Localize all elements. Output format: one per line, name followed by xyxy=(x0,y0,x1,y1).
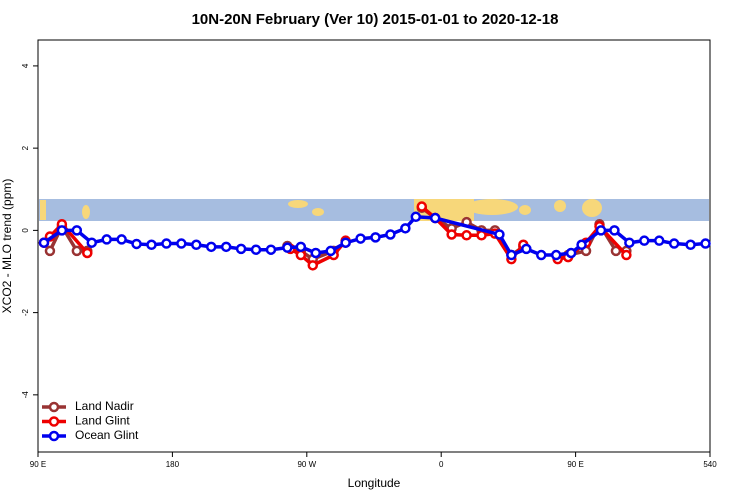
data-point xyxy=(494,229,505,240)
x-tick-label: 90 W xyxy=(297,460,316,469)
data-point xyxy=(624,237,635,248)
data-point xyxy=(550,249,562,261)
data-point xyxy=(506,249,517,261)
data-point xyxy=(44,245,56,257)
legend-marker xyxy=(48,416,60,427)
y-tick-label: 0 xyxy=(21,228,30,233)
data-point xyxy=(295,249,307,261)
data-point xyxy=(621,249,632,261)
data-point xyxy=(385,229,396,240)
data-point xyxy=(668,238,680,249)
y-axis-label: XCO2 - MLO trend (ppm) xyxy=(0,179,14,314)
data-point xyxy=(176,238,187,249)
data-point xyxy=(595,225,607,236)
data-point xyxy=(38,237,50,248)
x-tick-label: 90 E xyxy=(30,460,46,469)
data-point xyxy=(86,237,98,248)
data-point xyxy=(609,225,620,236)
x-tick-label: 90 E xyxy=(567,460,583,469)
data-point xyxy=(700,238,711,249)
data-point xyxy=(235,243,247,255)
data-point xyxy=(116,234,127,245)
x-tick-label: 0 xyxy=(439,460,444,469)
chart-title: 10N-20N February (Ver 10) 2015-01-01 to … xyxy=(192,11,559,28)
data-point xyxy=(576,239,587,251)
data-point xyxy=(131,238,142,250)
data-point xyxy=(282,242,293,253)
map-strip xyxy=(39,199,709,221)
data-point xyxy=(461,230,472,241)
legend-marker xyxy=(48,401,60,413)
data-point xyxy=(536,249,547,261)
data-point xyxy=(340,237,351,248)
x-tick-label: 180 xyxy=(166,460,180,469)
data-point xyxy=(370,232,381,243)
data-point xyxy=(295,241,307,253)
data-point xyxy=(521,243,532,255)
data-point xyxy=(205,241,217,253)
legend-label: Ocean Glint xyxy=(75,428,139,442)
data-point xyxy=(416,201,428,212)
data-point xyxy=(446,229,457,240)
data-point xyxy=(56,225,68,236)
data-point xyxy=(685,239,696,251)
legend-label: Land Nadir xyxy=(75,399,134,413)
data-point xyxy=(565,247,577,259)
legend-marker xyxy=(48,430,60,442)
data-point xyxy=(307,260,319,271)
y-tick-label: -2 xyxy=(21,309,30,317)
data-point xyxy=(410,211,422,223)
x-axis-label: Longitude xyxy=(348,476,401,490)
data-point xyxy=(82,247,93,259)
data-point xyxy=(476,230,487,241)
legend-label: Land Glint xyxy=(75,414,130,428)
data-point xyxy=(250,244,262,255)
data-point xyxy=(310,247,322,259)
data-point xyxy=(146,239,157,251)
data-point xyxy=(101,234,112,245)
data-point xyxy=(191,239,202,251)
data-point xyxy=(653,235,665,246)
data-point xyxy=(71,245,83,257)
data-point xyxy=(71,225,83,236)
data-point xyxy=(161,238,172,249)
y-tick-label: 2 xyxy=(21,145,30,150)
data-point xyxy=(325,245,336,257)
data-point xyxy=(400,223,411,234)
data-point xyxy=(429,212,441,224)
data-point xyxy=(610,245,622,257)
data-point xyxy=(355,233,366,244)
data-point xyxy=(265,244,277,255)
x-tick-label: 540 xyxy=(703,460,717,469)
y-tick-label: 4 xyxy=(21,63,30,68)
data-point xyxy=(639,235,650,246)
data-point xyxy=(220,241,232,253)
y-tick-label: -4 xyxy=(21,391,30,399)
